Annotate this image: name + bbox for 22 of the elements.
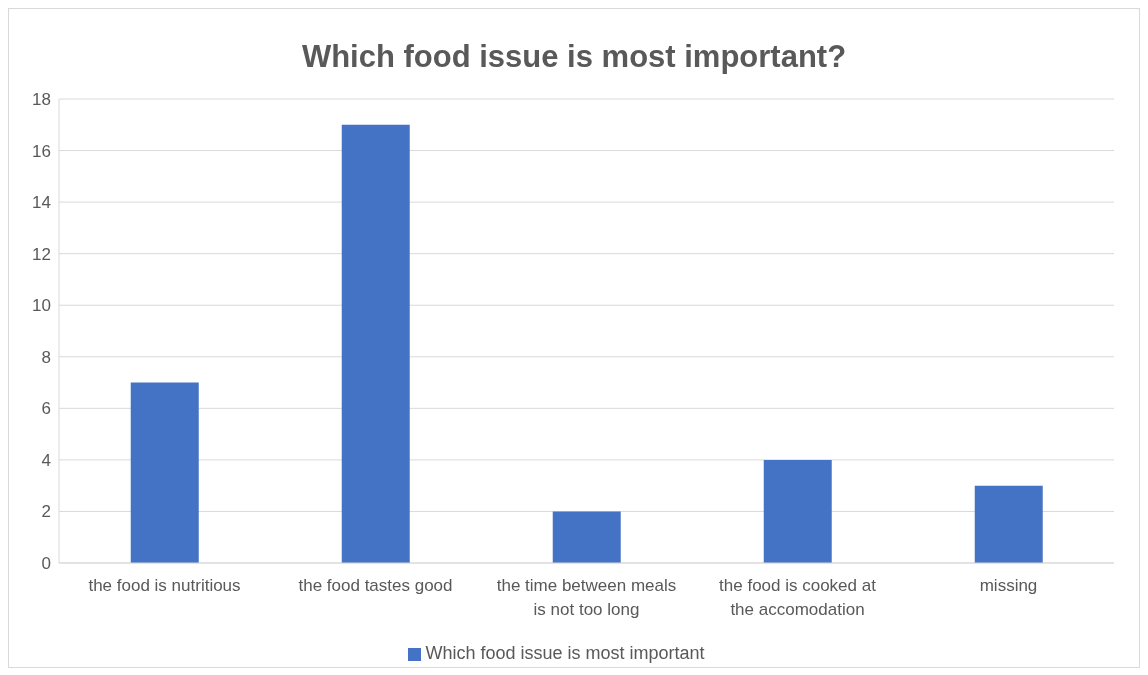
chart-title: Which food issue is most important? (300, 38, 848, 76)
bar (552, 511, 621, 563)
x-tick-label: missing (979, 576, 1038, 595)
y-tick-label: 6 (41, 399, 51, 419)
y-tick-label: 0 (41, 554, 51, 574)
y-tick-label: 12 (32, 244, 51, 264)
bar (341, 124, 410, 563)
legend-label: Which food issue is most important (425, 643, 705, 663)
x-tick-label: the food is nutritious (88, 576, 241, 595)
bar (763, 459, 832, 563)
x-tick-label: the food is cooked at the accomodation (719, 576, 877, 619)
x-tick-label: the food tastes good (298, 576, 453, 595)
y-tick-label: 8 (41, 347, 51, 367)
y-tick-label: 14 (32, 193, 51, 213)
x-tick-label: the time between meals is not too long (496, 576, 677, 619)
y-tick-label: 18 (32, 90, 51, 110)
y-tick-label: 4 (41, 450, 51, 470)
y-tick-label: 16 (32, 141, 51, 161)
bar (974, 485, 1043, 563)
y-tick-label: 2 (41, 502, 51, 522)
y-tick-label: 10 (32, 296, 51, 316)
bar (130, 382, 199, 563)
